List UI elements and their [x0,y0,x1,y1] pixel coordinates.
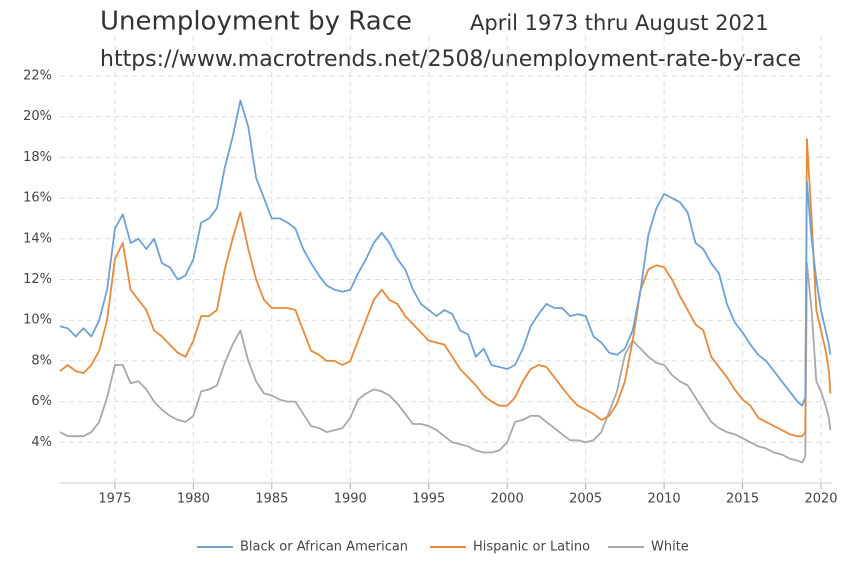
chart-source: https://www.macrotrends.net/2508/unemplo… [100,47,801,72]
x-tick-label: 1985 [255,492,288,507]
series-line [59,138,832,438]
series-line [59,99,832,407]
y-tick-label: 10% [23,313,52,328]
chart-subtitle: April 1973 thru August 2021 [470,11,769,35]
x-tick-label: 2005 [569,492,602,507]
x-tick-label: 2000 [491,492,524,507]
legend-label: Black or African American [240,540,408,555]
x-tick-label: 1975 [98,492,131,507]
y-tick-label: 6% [31,394,52,409]
chart-title: Unemployment by Race [100,7,412,37]
legend-label: Hispanic or Latino [473,540,590,555]
y-tick-label: 20% [23,109,52,124]
y-tick-label: 12% [23,272,52,287]
x-tick-label: 2010 [648,492,681,507]
y-tick-label: 4% [31,435,52,450]
y-tick-label: 22% [23,69,52,84]
x-tick-label: 1980 [177,492,210,507]
y-tick-label: 8% [31,353,52,368]
legend-label: White [651,540,689,555]
x-tick-label: 1990 [334,492,367,507]
y-tick-label: 18% [23,150,52,165]
x-tick-label: 2015 [726,492,759,507]
series-line [59,262,832,464]
x-tick-label: 2020 [804,492,837,507]
x-tick-label: 1995 [412,492,445,507]
y-tick-label: 14% [23,231,52,246]
y-tick-label: 16% [23,191,52,206]
